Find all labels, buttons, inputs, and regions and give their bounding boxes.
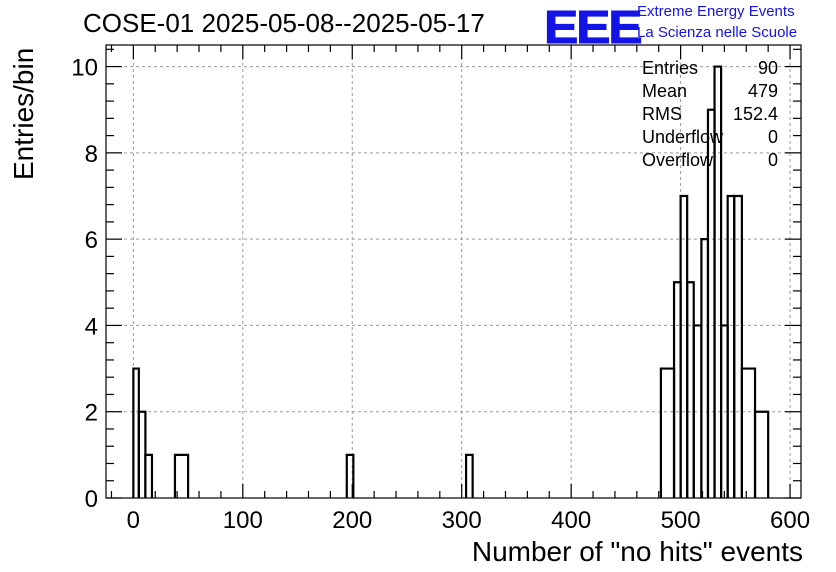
histogram-bin [733, 194, 743, 498]
stat-value: 152.4 [732, 104, 778, 124]
x-tick-label: 200 [332, 507, 372, 534]
y-tick-label: 10 [71, 55, 98, 82]
histogram-bin [740, 367, 757, 498]
histogram-bars [132, 65, 770, 498]
histogram-bin [144, 453, 154, 498]
stat-row-overflow: Overflow 0 [642, 150, 778, 173]
x-tick-label: 0 [127, 507, 140, 534]
y-axis-label: Entries/bin [8, 47, 39, 180]
x-tick-label: 500 [661, 507, 701, 534]
stat-value: 90 [757, 58, 778, 78]
stat-name: Mean [642, 81, 688, 101]
stats-box: Entries 90 Mean 479 RMS 152.4 Underflow … [642, 58, 778, 173]
stat-name: Underflow [642, 127, 724, 147]
axes [105, 44, 802, 499]
y-tick-label: 4 [85, 313, 98, 340]
stat-row-entries: Entries 90 [642, 58, 778, 81]
stat-value: 0 [767, 150, 778, 170]
y-tick-label: 6 [85, 227, 98, 254]
logo-line-1: Extreme Energy Events [637, 3, 795, 20]
histogram-bin [713, 65, 723, 498]
chart-title: COSE-01 2025-05-08--2025-05-17 [83, 8, 485, 38]
y-tick-label: 2 [85, 400, 98, 427]
y-tick-label: 8 [85, 141, 98, 168]
stat-row-mean: Mean 479 [642, 81, 778, 104]
tick-labels: 0 100 200 300 400 500 600 0 2 4 6 8 10 [71, 55, 810, 534]
y-tick-label: 0 [85, 486, 98, 513]
logo-line-2: La Scienza nelle Scuole [637, 24, 798, 41]
plot-frame [105, 44, 802, 499]
stat-value: 0 [767, 127, 778, 147]
x-tick-label: 600 [770, 507, 810, 534]
tick-marks [106, 45, 801, 499]
stat-row-rms: RMS 152.4 [642, 104, 778, 127]
histogram-bin [659, 367, 676, 498]
x-axis-label: Number of "no hits" events [471, 536, 803, 567]
histogram-bin [173, 453, 190, 498]
x-tick-label: 100 [223, 507, 263, 534]
stat-name: Entries [642, 58, 699, 78]
stat-row-underflow: Underflow 0 [642, 127, 778, 150]
histogram-bin [753, 410, 770, 498]
grid-lines [106, 45, 801, 498]
stat-name: Overflow [642, 150, 714, 170]
x-tick-label: 300 [442, 507, 482, 534]
x-tick-label: 400 [551, 507, 591, 534]
histogram-bin [464, 453, 474, 498]
stat-name: RMS [642, 104, 682, 124]
histogram-bin [345, 453, 355, 498]
eee-logo-mark: EEE [543, 1, 643, 54]
stat-value: 479 [747, 81, 778, 101]
